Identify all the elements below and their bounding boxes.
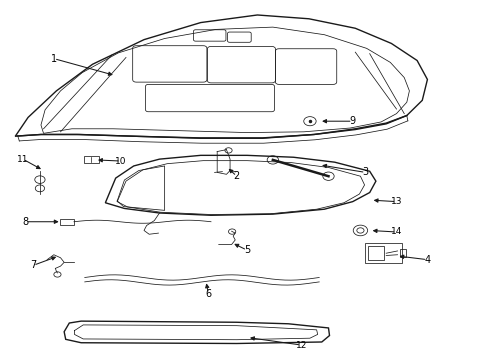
Text: 11: 11 [17,155,29,164]
Text: 5: 5 [244,245,250,255]
Text: 6: 6 [205,289,211,299]
Text: 3: 3 [362,167,368,177]
Text: 9: 9 [349,116,355,126]
Text: 1: 1 [51,54,57,64]
Text: 2: 2 [233,171,240,181]
Text: 12: 12 [295,341,306,350]
Text: 4: 4 [424,255,429,265]
Text: 8: 8 [22,217,28,227]
Text: 7: 7 [30,260,36,270]
Text: 10: 10 [115,157,126,166]
Text: 14: 14 [390,228,401,237]
Text: 13: 13 [390,197,402,206]
